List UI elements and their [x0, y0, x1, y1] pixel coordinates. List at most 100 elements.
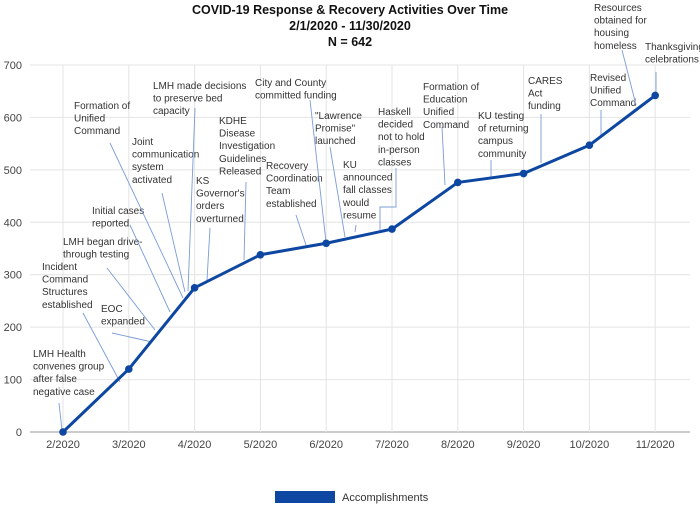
annotation-text: Act [528, 89, 543, 100]
annotation-text: launched [315, 136, 356, 147]
annotation-text: Command [590, 98, 636, 109]
annotation-text: City and County [255, 78, 326, 89]
x-tick-label: 6/2020 [309, 439, 343, 451]
annotation-text: Structures [42, 287, 88, 298]
annotation-text: Initial cases [92, 206, 144, 217]
annotation-leader-line [243, 181, 247, 261]
annotation-text: KS [196, 176, 210, 187]
annotation-text: homeless [594, 41, 637, 52]
annotation-text: to preserve bed [153, 94, 223, 105]
annotation-leader-line [206, 227, 211, 281]
annotation-leader-line [111, 332, 153, 343]
data-point [322, 239, 331, 248]
annotation-leader-line [379, 168, 397, 230]
x-tick-label: 5/2020 [244, 439, 278, 451]
annotation-text: activated [132, 175, 172, 186]
annotation-leader-line [129, 224, 171, 313]
annotation-text: housing [594, 28, 629, 39]
annotation-leader-line [109, 142, 184, 299]
annotation-text: Investigation [219, 141, 275, 152]
annotation-text: fall classes [343, 185, 392, 196]
annotation-leader-line [161, 192, 186, 293]
x-tick-label: 4/2020 [178, 439, 212, 451]
annotation-text: Command [42, 275, 88, 286]
x-tick-label: 7/2020 [375, 439, 409, 451]
annotation-text: EOC [101, 304, 123, 315]
y-tick-label: 700 [4, 60, 22, 72]
annotation-leader-line [354, 224, 357, 233]
annotation-text: classes [378, 157, 411, 168]
annotation-text: Unified [74, 114, 105, 125]
annotation-text: expanded [101, 317, 145, 328]
annotation-text: Command [423, 120, 469, 131]
annotation-text: reported [92, 219, 129, 230]
annotation-text: KDHE [219, 116, 247, 127]
data-point [519, 169, 528, 178]
annotation-text: Disease [219, 129, 256, 140]
annotation-text: capacity [153, 106, 190, 117]
annotation-text: in-person [378, 145, 420, 156]
x-tick-label: 11/2020 [636, 439, 675, 451]
x-tick-label: 8/2020 [441, 439, 475, 451]
data-point [388, 225, 396, 233]
annotation-text: funding [528, 101, 561, 112]
annotation-leader-line [441, 126, 446, 186]
data-point [454, 178, 462, 187]
annotation-text: negative case [33, 387, 95, 398]
y-tick-label: 100 [4, 375, 22, 387]
x-tick-label: 9/2020 [507, 439, 541, 451]
data-point [651, 91, 659, 100]
legend-swatch [275, 491, 335, 503]
y-tick-label: 500 [4, 165, 22, 177]
annotation-text: Haskell [378, 107, 411, 118]
annotation-leader-line [295, 214, 307, 246]
y-tick-label: 600 [4, 112, 22, 124]
annotation-text: Education [423, 95, 467, 106]
annotation-text: Unified [423, 107, 454, 118]
annotation-leader-line [58, 402, 63, 431]
annotation-text: established [42, 300, 93, 311]
annotation-text: overturned [196, 214, 244, 225]
annotation-text: KU testing [478, 111, 524, 122]
data-point [125, 365, 133, 373]
annotation-text: Joint [132, 137, 153, 148]
annotation-text: Promise" [315, 124, 356, 135]
series-line-accomplishments [61, 94, 657, 434]
annotation-leader-line [621, 49, 637, 106]
annotation-text: obtained for [594, 16, 647, 27]
annotation-text: orders [196, 201, 224, 212]
y-tick-label: 300 [4, 270, 22, 282]
annotation-text: Incident [42, 262, 77, 273]
x-tick-label: 2/2020 [46, 439, 80, 451]
annotation-text: would [342, 198, 369, 209]
annotation-leader-line [187, 107, 196, 292]
annotation-text: through testing [63, 250, 129, 261]
annotation-text: CARES [528, 76, 563, 87]
annotation-text: Revised [590, 73, 626, 84]
annotation-text: not to hold [378, 132, 425, 143]
annotation-text: "Lawrence [315, 111, 362, 122]
annotation-text: LMH began drive- [63, 237, 142, 248]
annotation-text: community [478, 149, 526, 160]
annotation-text: convenes group [33, 362, 105, 373]
annotation-text: system [132, 162, 164, 173]
annotation-text: Released [219, 166, 261, 177]
data-point [256, 250, 265, 259]
annotation-leader-line [309, 99, 327, 243]
y-tick-label: 400 [4, 217, 22, 229]
annotation-text: Formation of [74, 101, 130, 112]
annotation-text: resume [343, 210, 377, 221]
data-point [585, 141, 594, 150]
y-tick-label: 0 [16, 427, 22, 439]
annotation-text: LMH made decisions [153, 81, 246, 92]
annotation-text: committed funding [255, 91, 337, 102]
annotation-text: decided [378, 120, 413, 131]
annotation-text: of returning [478, 124, 529, 135]
annotation-text: communication [132, 150, 199, 161]
annotation-text: celebrations [645, 55, 699, 66]
annotation-text: Governor's [196, 189, 245, 200]
annotation-text: announced [343, 173, 393, 184]
annotation-text: Command [74, 126, 120, 137]
